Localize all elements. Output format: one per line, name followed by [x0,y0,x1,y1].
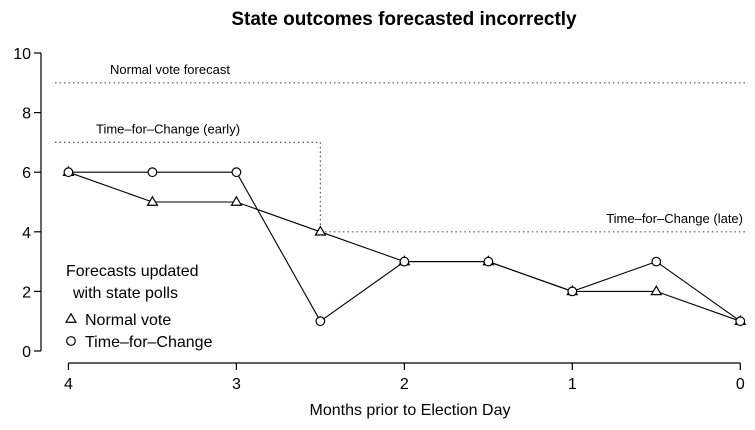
legend: Forecasts updated with state polls Norma… [65,263,213,351]
legend-label-normal-vote: Normal vote [85,312,171,329]
y-axis-ticks: 0 2 4 6 8 10 [13,46,41,361]
series-layer [62,165,747,327]
point-time-for-change-4 [399,256,410,267]
y-tick-label-8: 8 [22,106,31,123]
legend-marker-normal-vote [65,312,77,323]
x-tick-label-1: 1 [568,376,577,393]
point-time-for-change-5 [483,256,494,267]
point-time-for-change-7 [651,256,662,267]
point-time-for-change-3 [315,316,326,327]
point-time-for-change-0 [63,167,74,178]
point-normal-vote-7 [650,285,663,296]
x-axis-ticks: 4 3 2 1 0 [64,363,745,393]
reference-lines: Normal vote forecast Time–for–Change (ear… [55,62,747,233]
x-tick-label-3: 3 [232,376,241,393]
point-time-for-change-2 [231,167,242,178]
point-normal-vote-2 [230,195,243,206]
y-tick-label-2: 2 [22,284,31,301]
point-normal-vote-3 [314,225,327,236]
legend-label-time-for-change: Time–for–Change [85,334,213,351]
legend-title-line-2: with state polls [72,285,178,302]
legend-entries: Normal vote Time–for–Change [65,312,213,351]
legend-marker-time-for-change [66,336,76,346]
point-time-for-change-1 [147,167,158,178]
point-time-for-change-6 [567,286,578,297]
x-axis-title: Months prior to Election Day [310,402,511,419]
point-time-for-change-8 [735,316,746,327]
y-tick-label-10: 10 [13,46,31,63]
legend-title-line-1: Forecasts updated [66,263,199,280]
x-tick-label-2: 2 [400,376,409,393]
reference-line-label-1: Normal vote forecast [110,62,230,77]
reference-line-label-2: Time–for–Change (early) [96,121,240,136]
y-tick-label-4: 4 [22,225,31,242]
point-normal-vote-1 [146,195,159,206]
y-tick-label-6: 6 [22,165,31,182]
reference-line-label-3: Time–for–Change (late) [606,211,743,226]
x-tick-label-4: 4 [64,376,73,393]
chart-title: State outcomes forecasted incorrectly [231,9,577,30]
y-tick-label-0: 0 [22,344,31,361]
x-tick-label-0: 0 [736,376,745,393]
